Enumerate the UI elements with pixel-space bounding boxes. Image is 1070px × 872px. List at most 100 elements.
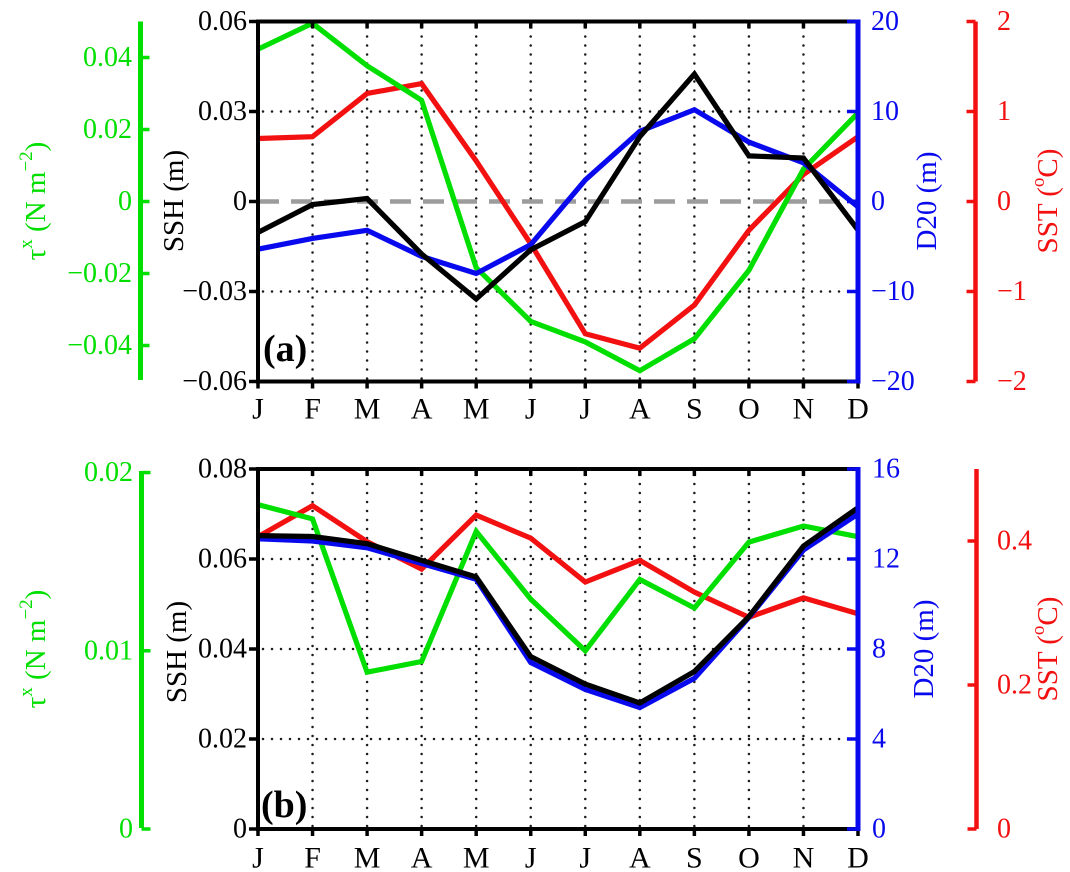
grid-dot [369, 110, 373, 113]
grid-dot [474, 242, 478, 245]
grid-dot [420, 725, 423, 729]
grid-dot [657, 647, 661, 651]
grid-dot [365, 215, 369, 218]
grid-dot [576, 290, 580, 293]
grid-dot [612, 647, 616, 651]
grid-dot [584, 536, 587, 540]
ssh-tick-label: 0.06 [198, 6, 247, 37]
grid-dot [765, 110, 769, 113]
grid-dot [584, 305, 587, 308]
grid-dot [774, 557, 778, 561]
grid-dot [747, 536, 751, 540]
grid-dot [474, 626, 478, 630]
grid-dot [420, 368, 423, 371]
grid-dot [837, 557, 841, 561]
grid-dot [638, 536, 642, 540]
series-line-tau-b [257, 502, 859, 676]
panel-a: 0.040.020−0.02−0.040.060.030−0.03−0.0620… [16, 6, 1065, 426]
grid-dot [756, 110, 760, 113]
grid-dot [802, 608, 805, 612]
grid-dot [584, 509, 587, 513]
grid-dot [802, 689, 805, 693]
grid-dot [311, 563, 314, 567]
grid-dot [802, 359, 805, 362]
d20-tick-label: −10 [871, 276, 915, 307]
grid-dot [420, 224, 423, 227]
grid-dot [297, 647, 301, 651]
grid-dot [693, 224, 696, 227]
ssh-tick-label: 0.03 [198, 96, 247, 127]
grid-dot [540, 737, 544, 741]
grid-dot [365, 563, 369, 567]
grid-dot [638, 671, 642, 675]
grid-dot [405, 647, 409, 651]
grid-dot [612, 290, 616, 293]
grid-dot [311, 170, 314, 173]
grid-dot [747, 779, 751, 783]
grid-dot [576, 647, 580, 651]
grid-dot [666, 557, 670, 561]
grid-dot [802, 179, 805, 182]
grid-dot [474, 662, 478, 666]
grid-dot [432, 647, 436, 651]
grid-dot [638, 761, 642, 765]
grid-dot [365, 572, 369, 576]
grid-dot [420, 215, 423, 218]
grid-dot [261, 557, 265, 561]
grid-dot [810, 647, 814, 651]
grid-dot [802, 563, 805, 567]
grid-dot [529, 626, 532, 630]
axis-label-ssh-a: SSH (m) [158, 150, 190, 252]
grid-dot [474, 806, 478, 810]
grid-dot [311, 71, 314, 74]
grid-dot [747, 260, 751, 263]
grid-dot [584, 260, 587, 263]
grid-dot [585, 737, 589, 741]
month-label: A [629, 393, 651, 426]
grid-dot [802, 44, 805, 47]
grid-dot [474, 116, 478, 119]
grid-dot [311, 62, 314, 65]
grid-dot [365, 251, 369, 254]
grid-dot [584, 125, 587, 128]
grid-dot [468, 557, 472, 561]
grid-dot [529, 500, 532, 504]
grid-dot [576, 737, 580, 741]
grid-dot [529, 161, 532, 164]
grid-dot [584, 71, 587, 74]
grid-dot [802, 332, 805, 335]
grid-dot [414, 290, 418, 293]
grid-dot [468, 737, 472, 741]
grid-dot [738, 557, 742, 561]
grid-dot [522, 557, 526, 561]
grid-dot [474, 143, 478, 146]
grid-dot [693, 644, 696, 648]
grid-dot [584, 53, 587, 56]
grid-dot [474, 197, 478, 200]
grid-dot [693, 152, 696, 155]
grid-dot [311, 179, 314, 182]
grid-dot [365, 125, 369, 128]
grid-dot [638, 797, 642, 801]
grid-dot [638, 107, 642, 110]
grid-dot [365, 626, 369, 630]
grid-dot [396, 647, 400, 651]
grid-dot [311, 689, 314, 693]
grid-dot [693, 368, 696, 371]
grid-dot [584, 98, 587, 101]
grid-dot [365, 269, 369, 272]
grid-dot [747, 359, 751, 362]
grid-dot [711, 737, 715, 741]
grid-dot [529, 671, 532, 675]
grid-dot [311, 197, 314, 200]
grid-dot [529, 509, 532, 513]
grid-dot [729, 647, 733, 651]
grid-dot [387, 647, 391, 651]
grid-dot [474, 80, 478, 83]
grid-dot [747, 179, 751, 182]
grid-dot [311, 359, 314, 362]
grid-dot [747, 314, 751, 317]
grid-dot [802, 797, 805, 801]
grid-dot [567, 290, 571, 293]
